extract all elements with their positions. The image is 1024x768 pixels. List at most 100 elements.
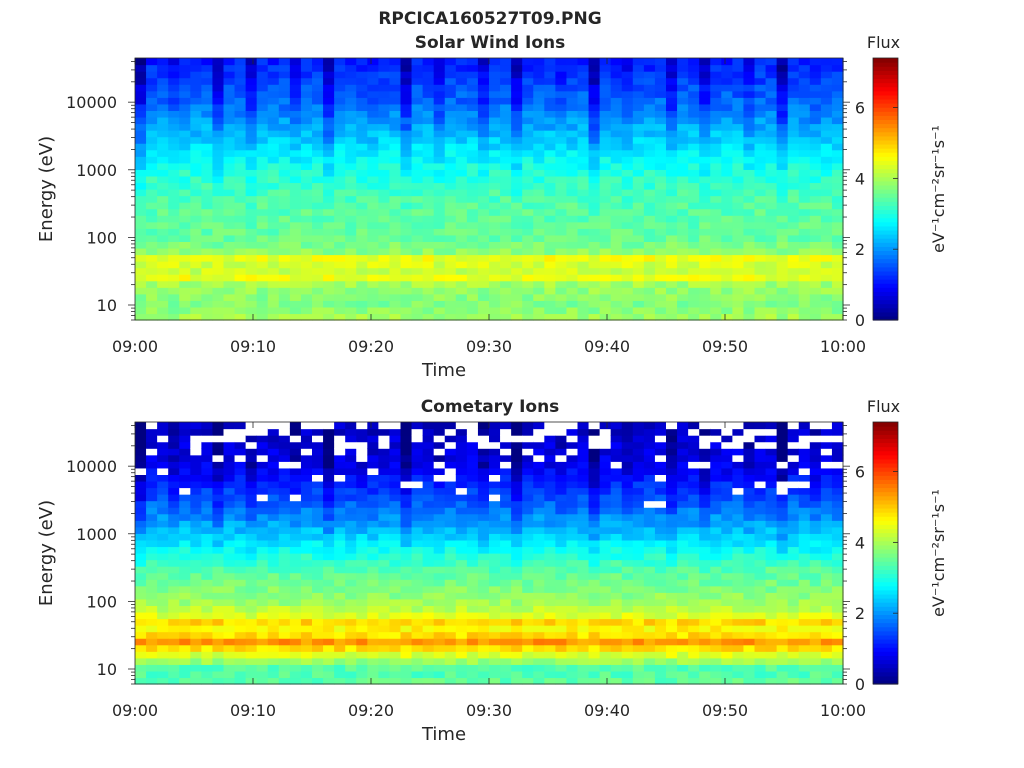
heatmap-cell [566, 90, 579, 98]
heatmap-cell [466, 261, 479, 269]
heatmap-cell [444, 585, 457, 593]
colorbar-step [873, 58, 898, 63]
heatmap-cell [511, 90, 523, 98]
heatmap-cell [234, 274, 247, 282]
heatmap-cell [444, 533, 457, 541]
heatmap-cell [234, 480, 247, 489]
heatmap-cell [522, 300, 534, 308]
heatmap-cell [234, 520, 247, 528]
heatmap-cell [500, 677, 512, 685]
heatmap-cell [743, 77, 756, 85]
heatmap-cell [688, 579, 700, 587]
heatmap-cell [610, 215, 623, 223]
heatmap-cell [743, 254, 756, 262]
heatmap-cell [433, 677, 446, 685]
heatmap-cell [157, 553, 169, 561]
heatmap-cell [400, 625, 413, 633]
heatmap-cell [179, 84, 191, 92]
heatmap-cell [267, 123, 280, 131]
heatmap-cell [190, 605, 202, 613]
heatmap-cell [289, 116, 302, 125]
heatmap-cell [721, 585, 733, 593]
heatmap-cell [677, 500, 689, 508]
heatmap-cell [500, 670, 512, 679]
heatmap-cell [754, 585, 767, 593]
heatmap-cell [544, 638, 556, 646]
heatmap-cell [599, 103, 612, 111]
heatmap-cell [289, 566, 302, 574]
heatmap-cell [345, 182, 357, 190]
heatmap-cell [223, 156, 236, 164]
heatmap-cell [422, 123, 435, 131]
heatmap-cell [721, 202, 733, 210]
heatmap-cell [677, 58, 689, 66]
heatmap-cell [367, 228, 379, 236]
heatmap-cell [566, 598, 579, 606]
heatmap-cell [643, 182, 656, 190]
heatmap-cell [234, 64, 247, 72]
heatmap-cell [566, 103, 579, 111]
heatmap-cell [345, 533, 357, 541]
heatmap-cell [522, 651, 534, 659]
heatmap-cell [699, 422, 711, 430]
heatmap-cell [234, 195, 247, 203]
heatmap-cell [345, 149, 357, 157]
heatmap-cell [433, 182, 446, 190]
heatmap-cell [566, 228, 579, 236]
heatmap-cell [212, 116, 225, 125]
heatmap-cell [367, 467, 379, 475]
heatmap-cell [754, 267, 767, 275]
heatmap-cell [721, 474, 733, 482]
heatmap-cell [356, 644, 368, 652]
heatmap-cell [300, 274, 313, 282]
heatmap-cell [477, 428, 490, 436]
heatmap-cell [489, 644, 501, 652]
heatmap-cell [444, 90, 457, 98]
heatmap-cell [212, 64, 225, 72]
heatmap-cell [278, 195, 291, 203]
heatmap-cell [710, 625, 722, 633]
heatmap-cell [234, 435, 247, 443]
heatmap-cell [544, 208, 556, 216]
heatmap-cell [312, 90, 324, 98]
heatmap-cell [754, 306, 767, 315]
heatmap-cell [190, 234, 202, 242]
heatmap-cell [455, 195, 468, 203]
heatmap-cell [577, 644, 590, 652]
heatmap-cell [666, 526, 678, 534]
heatmap-cell [334, 123, 346, 131]
heatmap-cell [234, 500, 247, 508]
heatmap-cell [212, 189, 225, 197]
heatmap-cell [610, 162, 623, 170]
heatmap-cell [489, 513, 501, 521]
heatmap-cell [433, 448, 446, 456]
heatmap-cell [135, 64, 147, 72]
heatmap-cell [831, 116, 844, 125]
heatmap-cell [378, 287, 391, 295]
heatmap-cell [522, 64, 534, 72]
heatmap-cell [300, 156, 313, 164]
heatmap-cell [444, 202, 457, 210]
heatmap-cell [367, 605, 379, 613]
heatmap-cell [157, 280, 169, 288]
heatmap-cell [278, 274, 291, 282]
heatmap-cell [433, 638, 446, 646]
heatmap-cell [610, 638, 623, 646]
heatmap-cell [433, 553, 446, 561]
heatmap-cell [710, 441, 722, 449]
heatmap-cell [477, 480, 490, 489]
heatmap-cell [500, 90, 512, 98]
heatmap-cell [146, 58, 158, 66]
heatmap-cell [599, 130, 612, 138]
heatmap-cell [654, 215, 667, 223]
heatmap-cell [721, 592, 733, 600]
heatmap-cell [157, 638, 169, 646]
heatmap-cell [356, 228, 368, 236]
heatmap-cell [577, 579, 590, 587]
heatmap-cell [345, 84, 357, 92]
heatmap-cell [555, 202, 568, 210]
heatmap-cell [544, 533, 556, 541]
heatmap-cell [400, 677, 413, 685]
heatmap-cell [677, 234, 689, 242]
heatmap-cell [312, 267, 324, 275]
